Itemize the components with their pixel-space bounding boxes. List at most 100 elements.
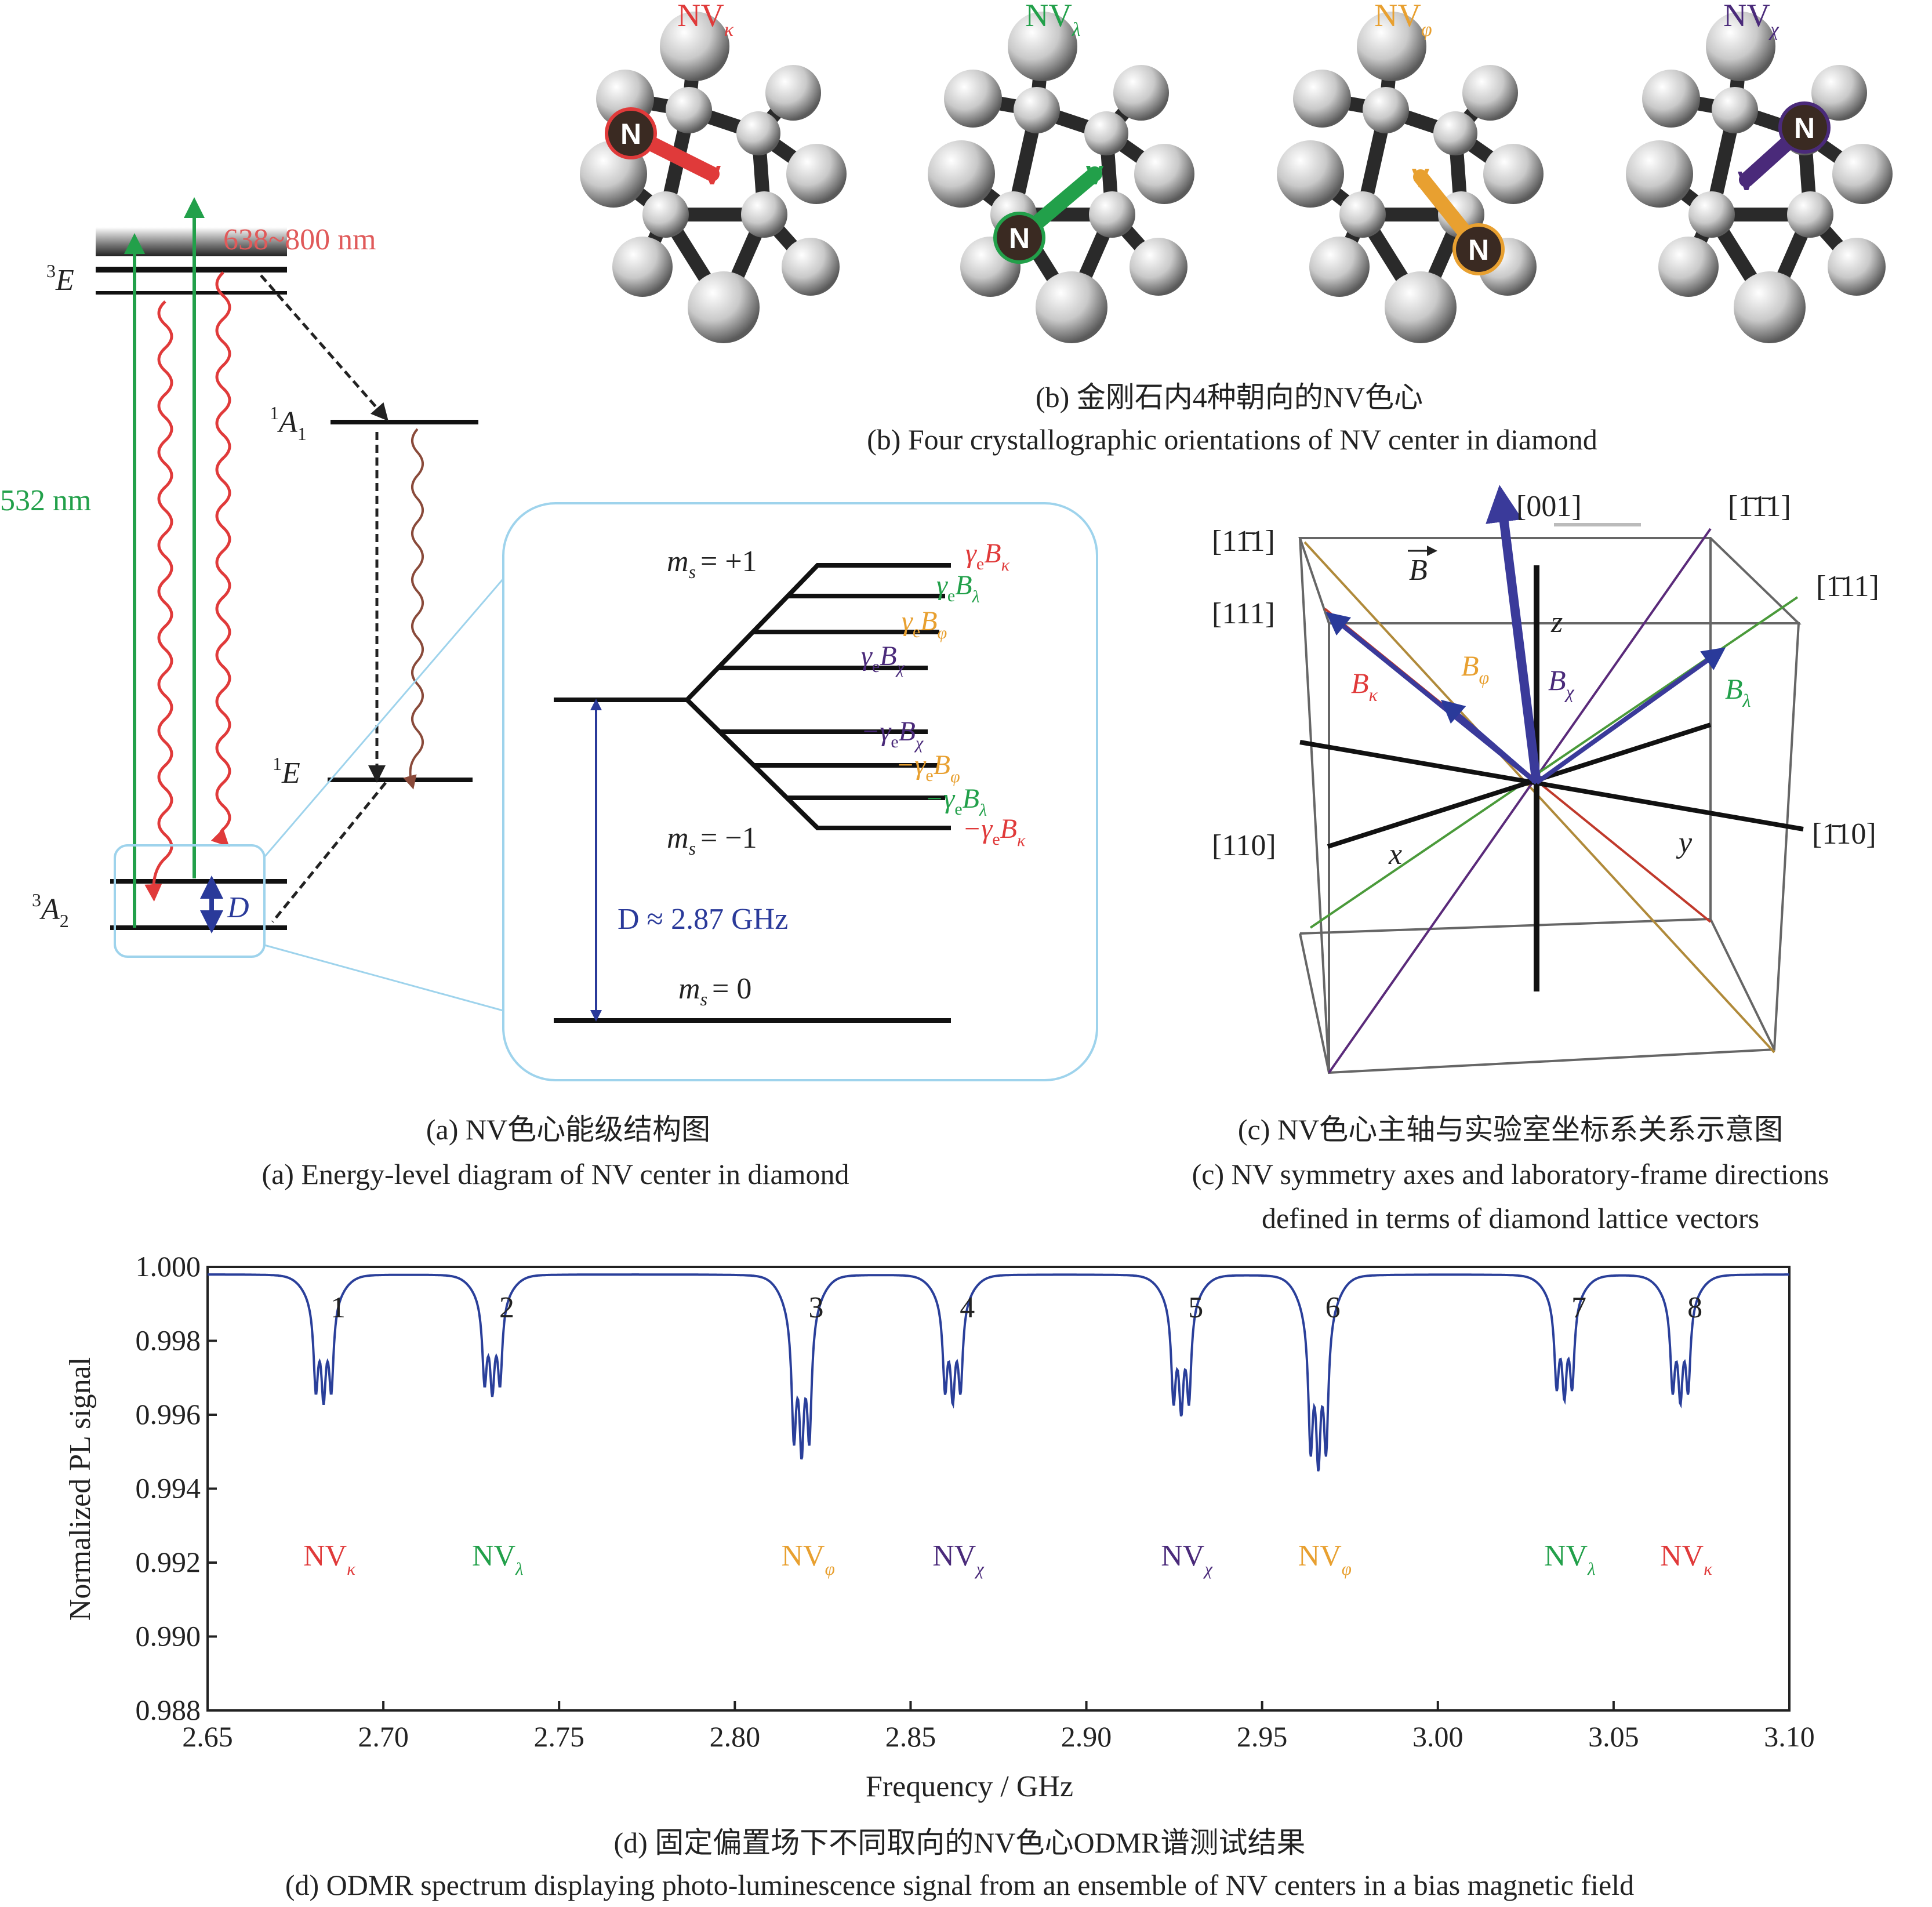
- carbon-atom: [1832, 144, 1893, 204]
- dip-label-1: NVκ: [303, 1539, 356, 1579]
- dip-label-7: NVλ: [1544, 1539, 1596, 1579]
- dir-1m11-label: [11̄1]: [1212, 525, 1275, 558]
- label-3E: 3E: [46, 260, 74, 297]
- carbon-atom: [765, 65, 821, 121]
- dir-m1m11-label: [1̄1̄1]: [1728, 490, 1791, 523]
- odmr-spectrum-line: [208, 1273, 1789, 1472]
- carbon-atom: [944, 70, 1002, 128]
- x-tick-label: 2.90: [1061, 1720, 1112, 1753]
- vec-B-label: B: [1409, 554, 1428, 587]
- y-tick-label: 0.988: [136, 1694, 201, 1726]
- y-axis-label: Normalized PL signal: [64, 1357, 97, 1621]
- panel-c-B-component-labels: Bκ Bφ Bχ Bλ: [1351, 649, 1751, 711]
- x-tick-label: 2.80: [710, 1720, 761, 1753]
- label-1A1: 1A1: [270, 402, 307, 444]
- x-tick-label: 3.05: [1588, 1720, 1639, 1753]
- dip-number-4: 4: [960, 1291, 975, 1324]
- x-tick-label: 2.95: [1237, 1720, 1288, 1753]
- x-tick-label: 2.65: [182, 1720, 233, 1753]
- dip-label-5: NVχ: [1161, 1539, 1213, 1579]
- caption-b-en: (b) Four crystallographic orientations o…: [867, 423, 1597, 456]
- B-component-label-0: Bκ: [1351, 667, 1378, 705]
- carbon-atom: [1309, 237, 1370, 297]
- orientation-title-0: NVκ: [677, 0, 734, 41]
- zeeman-label-6: −γeBλ: [925, 783, 987, 820]
- orientation-title-1: NVλ: [1025, 0, 1081, 41]
- nitrogen-label: N: [1794, 112, 1815, 144]
- orientation-title-2: NVφ: [1374, 0, 1432, 41]
- carbon-atom: [1357, 12, 1426, 81]
- caption-c-en-1: (c) NV symmetry axes and laboratory-fram…: [1192, 1158, 1829, 1190]
- label-3A2: 3A2: [32, 889, 69, 931]
- B-component-label-2: Bχ: [1548, 664, 1575, 702]
- y-tick-label: 1.000: [136, 1250, 201, 1283]
- carbon-atom: [1787, 191, 1833, 238]
- orientation-title-3: NVχ: [1723, 0, 1780, 41]
- vacancy-label: V: [1412, 163, 1430, 193]
- caption-a-en: (a) Energy-level diagram of NV center in…: [262, 1158, 849, 1190]
- ir-wave: [403, 428, 424, 790]
- carbon-atom: [642, 191, 689, 238]
- emission-wave-1: [144, 300, 173, 902]
- dip-label-6: NVφ: [1298, 1539, 1352, 1579]
- panel-a-energy-diagram: 3E 1A1 1E 3A2 532 nm 638~800 nm D: [0, 197, 1098, 1081]
- nitrogen-atom: [993, 212, 1045, 264]
- carbon-atom: [1688, 191, 1735, 238]
- carbon-atom: [1339, 191, 1386, 238]
- crystal-0: N V NVκ: [580, 0, 847, 343]
- x-axis: 2.65 2.70 2.75 2.80 2.85 2.90 2.95 3.00 3.05 3.10: [182, 1701, 1815, 1753]
- B-component-label-3: Bλ: [1725, 673, 1751, 711]
- zeeman-label-1: γeBλ: [936, 570, 980, 606]
- axis-z-label: z: [1550, 606, 1563, 639]
- dip-number-7: 7: [1571, 1291, 1586, 1324]
- dip-label-4: NVχ: [932, 1539, 985, 1579]
- carbon-atom: [1811, 65, 1867, 121]
- nitrogen-label: N: [1009, 222, 1030, 255]
- vec-B-phi: [1440, 699, 1538, 785]
- y-tick-label: 0.990: [136, 1620, 201, 1652]
- dir-m110-label: [1̄10]: [1812, 818, 1876, 851]
- dip-number-3: 3: [809, 1291, 824, 1324]
- dip-number-2: 2: [499, 1291, 514, 1324]
- carbon-atom: [786, 144, 847, 204]
- carbon-atom: [688, 271, 760, 343]
- zeeman-label-2: γeBφ: [902, 606, 947, 642]
- carbon-atom: [1433, 111, 1477, 155]
- carbon-atom: [928, 140, 995, 208]
- nitrogen-atom: [1452, 223, 1505, 275]
- ms-plus-label: ms = +1: [667, 545, 757, 582]
- zoom-highlight-box: [114, 844, 266, 958]
- x-tick-label: 2.85: [885, 1720, 936, 1753]
- vec-B-lambda: [1535, 647, 1726, 785]
- x-tick-label: 3.10: [1764, 1720, 1815, 1753]
- dir-110-label: [110]: [1212, 829, 1276, 862]
- zeeman-label-0: γeBκ: [965, 538, 1010, 575]
- dir-111-label: [111]: [1212, 597, 1275, 630]
- caption-d-en: (d) ODMR spectrum displaying photo-lumin…: [285, 1869, 1634, 1901]
- nitrogen-atom: [1778, 101, 1831, 154]
- cube-frame: [1298, 537, 1802, 1074]
- B-component-label-1: Bφ: [1461, 649, 1489, 688]
- caption-c-cn: (c) NV色心主轴与实验室坐标系关系示意图: [1238, 1113, 1783, 1146]
- panel-b-crystal-orientations: N V NVκ N V NVλ N V NVφ N V NVχ: [580, 0, 1893, 343]
- dip-label-8: NVκ: [1660, 1539, 1713, 1579]
- zeeman-label-3: γeBχ: [861, 641, 905, 677]
- zeeman-inset: [502, 502, 1098, 1081]
- carbon-atom: [736, 111, 780, 155]
- panel-d-odmr-chart: 2.65 2.70 2.75 2.80 2.85 2.90 2.95 3.00 3.05 3.10…: [64, 1250, 1815, 1803]
- carbon-atom: [1293, 70, 1351, 128]
- caption-b-cn: (b) 金刚石内4种朝向的NV色心: [1036, 381, 1423, 413]
- y-tick-label: 0.994: [136, 1472, 201, 1505]
- dip-number-8: 8: [1687, 1291, 1702, 1324]
- carbon-atom: [1462, 65, 1518, 121]
- crystal-1: N V NVλ: [928, 0, 1194, 343]
- y-axis: 0.988 0.990 0.992 0.994 0.996 0.998 1.000: [136, 1250, 217, 1726]
- vec-B-total: [1486, 485, 1541, 783]
- axis-x-label: x: [1388, 838, 1402, 871]
- carbon-atom: [1483, 144, 1544, 204]
- dip-number-1: 1: [331, 1291, 346, 1324]
- carbon-atom: [612, 237, 673, 297]
- isc-dashed-1: [260, 274, 388, 422]
- carbon-atom: [1130, 238, 1187, 296]
